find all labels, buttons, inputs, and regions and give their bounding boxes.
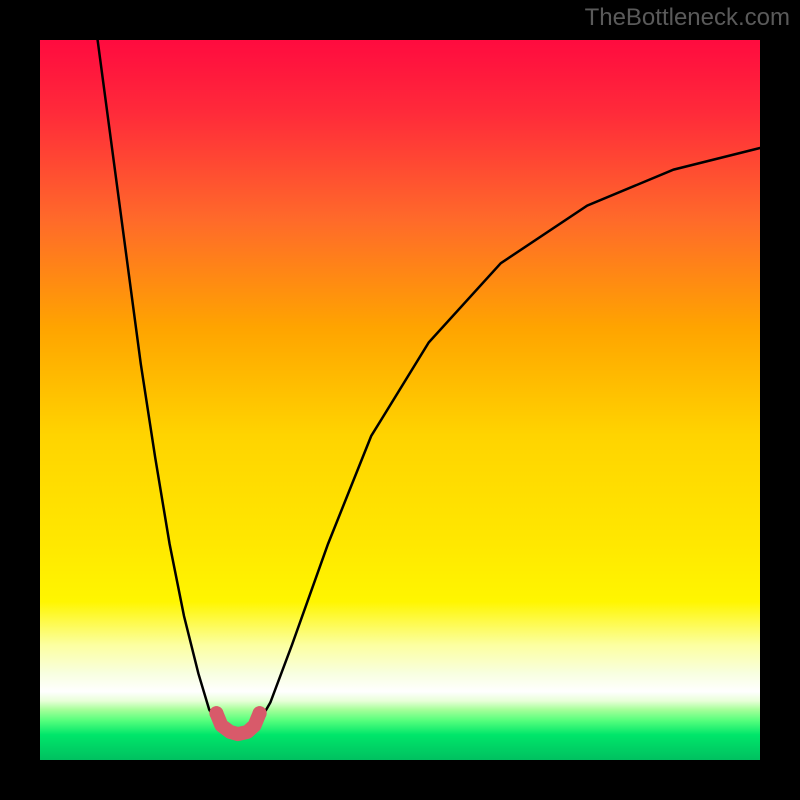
gradient-background: [40, 40, 760, 760]
watermark-text: TheBottleneck.com: [585, 4, 790, 32]
bottleneck-chart: [0, 0, 800, 800]
